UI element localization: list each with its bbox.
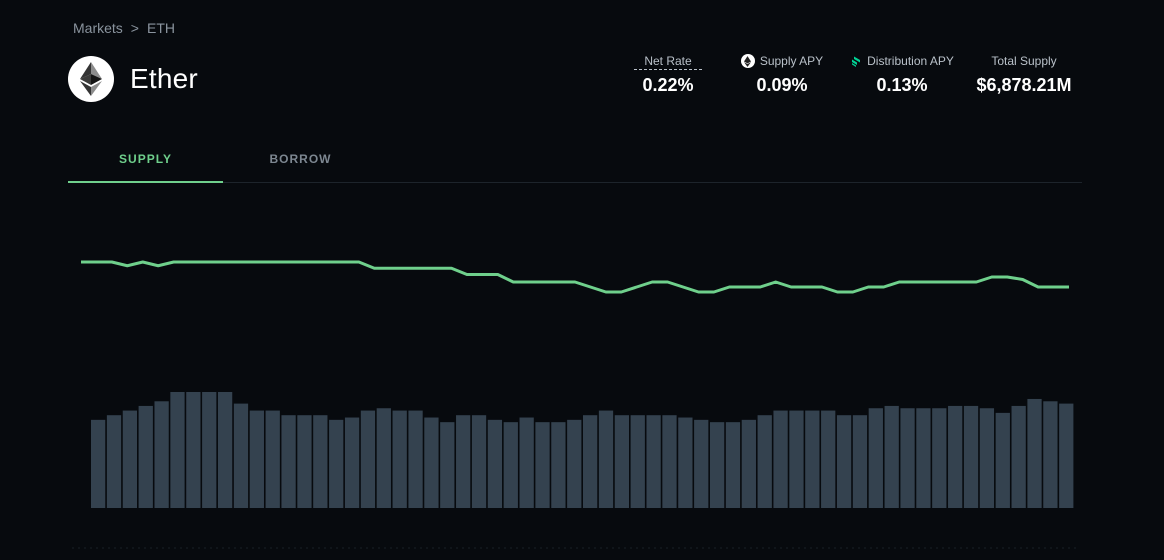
chart-bar [979,408,995,508]
chart-bar [329,419,344,508]
chart-bar [932,408,947,508]
chart-bar [678,417,693,508]
chart-bar [186,392,201,508]
chart-bar [138,405,153,508]
chart-bar [297,415,312,508]
chart-bar [614,415,630,508]
supply-apy-label: Supply APY [759,54,824,68]
stat-supply-apy: Supply APY 0.09% [732,53,832,96]
chart-bar [551,422,566,508]
chart-bar [440,422,455,508]
chart-bar [265,410,280,508]
chart-bar [424,417,439,508]
market-stats: Net Rate 0.22% Supply APY 0.09% Di [620,53,1080,103]
chart-bar [916,408,931,508]
market-tabs: SUPPLY BORROW [68,140,1082,183]
chart-bar [154,401,169,508]
breadcrumb: Markets > ETH [73,20,175,36]
chart-bar [805,410,820,508]
chart-bar [583,415,598,508]
chart-bar [948,405,963,508]
net-rate-label[interactable]: Net Rate [634,53,702,70]
asset-header: Ether [68,56,198,102]
chart-bar [487,419,503,508]
chart-bar [503,422,518,508]
chart-bar [233,403,249,508]
chart-bar [757,415,772,508]
chevron-right-icon: > [130,20,139,36]
tab-borrow[interactable]: BORROW [269,152,332,166]
chart-bar [408,410,423,508]
chart-bar [1011,405,1026,508]
asset-name: Ether [130,63,198,94]
supply-apy-label-row: Supply APY [732,53,832,69]
net-rate-value: 0.22% [642,75,694,95]
total-supply-value: $6,878.21M [976,75,1072,95]
chart-bar [535,422,550,508]
chart-bar [963,405,979,508]
chart-bar [170,392,185,508]
ethereum-icon [68,56,114,102]
total-supply-label: Total Supply [991,54,1057,68]
breadcrumb-current: ETH [146,20,175,36]
chart-bar [773,410,788,508]
chart-bar [519,417,534,508]
chart-bar [1043,401,1058,508]
chart-bar [1059,403,1074,508]
tab-supply[interactable]: SUPPLY [68,140,223,183]
supply-apy-value: 0.09% [756,75,808,95]
distribution-apy-label-row: Distribution APY [846,53,958,69]
chart-bar [852,415,868,508]
chart-bar [91,419,106,508]
chart-bar [376,408,391,508]
chart-bar [725,422,741,508]
stat-total-supply: Total Supply $6,878.21M [972,53,1076,96]
chart-bar [884,405,899,508]
chart-bar [249,410,264,508]
chart-bar [106,415,122,508]
chart-bar [122,410,138,508]
chart-bar [662,415,677,508]
chart-bar [392,410,407,508]
ethereum-icon [740,54,755,68]
chart-bar [821,410,836,508]
chart-bar [344,417,360,508]
chart-bar [360,410,376,508]
chart-bar [567,419,582,508]
chart-bar [202,392,217,508]
compound-icon [850,55,862,67]
chart-bar [694,419,709,508]
distribution-apy-label: Distribution APY [867,54,954,68]
chart-bar [995,412,1010,508]
chart-bar [900,408,915,508]
chart-bar [1027,398,1042,508]
chart-bar [281,415,296,508]
chart-bar [646,415,661,508]
chart-bar [471,415,487,508]
chart-bar [630,415,645,508]
chart-bar [868,408,883,508]
stat-net-rate: Net Rate 0.22% [634,53,702,96]
chart-bar [789,410,804,508]
chart-bar [598,410,614,508]
chart-bar [456,415,471,508]
chart-bar [836,415,852,508]
line-series [81,260,1069,294]
stat-distribution-apy: Distribution APY 0.13% [846,53,958,96]
bar-series [91,392,1074,508]
chart-bar [217,392,233,508]
chart-bar [313,415,328,508]
chart-bar [709,422,725,508]
chart-bar [741,419,756,508]
distribution-apy-value: 0.13% [876,75,928,95]
breadcrumb-markets-link[interactable]: Markets [73,20,123,36]
